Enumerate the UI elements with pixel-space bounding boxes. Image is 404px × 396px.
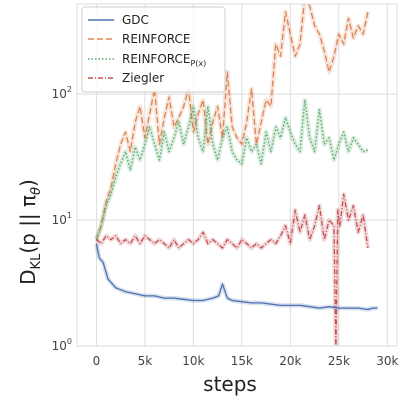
- legend-item-gdc: GDC: [88, 13, 149, 27]
- series-reinforce-line: [95, 4, 369, 240]
- y-tick-label: 101: [52, 211, 72, 227]
- y-label-sub2: θ: [29, 187, 44, 195]
- x-tick-label: 20k: [279, 354, 301, 368]
- legend-label-sub: P(x): [190, 59, 206, 68]
- x-tick-label: 0: [93, 354, 101, 368]
- y-tick-label: 102: [52, 85, 72, 101]
- y-label-main: D: [16, 269, 40, 284]
- y-tick-label: 100: [52, 337, 72, 353]
- y-label-close: ): [16, 179, 40, 187]
- legend-label: REINFORCE: [122, 32, 190, 46]
- plot-frame: [76, 3, 398, 347]
- plot-border: [76, 3, 398, 347]
- x-tick-label: 30k: [376, 354, 398, 368]
- legend-label-main: REINFORCE: [122, 52, 190, 66]
- x-tick-label: 15k: [231, 354, 253, 368]
- x-tick-labels: 0 5k 10k 15k 20k 25k 30k: [93, 354, 399, 368]
- legend-item-reinforce: REINFORCE: [88, 32, 190, 46]
- legend-item-ziegler: Ziegler: [88, 71, 164, 85]
- legend-item-reinforce-px: REINFORCEP(x): [88, 52, 206, 68]
- x-tick-label: 25k: [328, 354, 350, 368]
- series-gdc-line: [95, 243, 378, 311]
- y-label-sub: KL: [29, 253, 44, 270]
- legend: GDC REINFORCE REINFORCEP(x) Ziegler: [81, 6, 226, 93]
- y-tick-labels: 100 101 102: [52, 85, 72, 353]
- legend-label: Ziegler: [122, 71, 164, 85]
- x-tick-label: 5k: [138, 354, 153, 368]
- x-tick-label: 10k: [182, 354, 204, 368]
- y-label-rest: (p || π: [16, 195, 40, 254]
- series-reinforce-px-line: [95, 99, 369, 240]
- legend-label: GDC: [122, 13, 149, 27]
- series-layer: [94, 4, 378, 346]
- series-ziegler-line: [95, 193, 369, 346]
- legend-box: [81, 6, 226, 93]
- legend-label: REINFORCEP(x): [122, 52, 206, 68]
- y-axis-label: DKL(p || πθ): [16, 179, 44, 285]
- x-axis-label: steps: [203, 372, 257, 396]
